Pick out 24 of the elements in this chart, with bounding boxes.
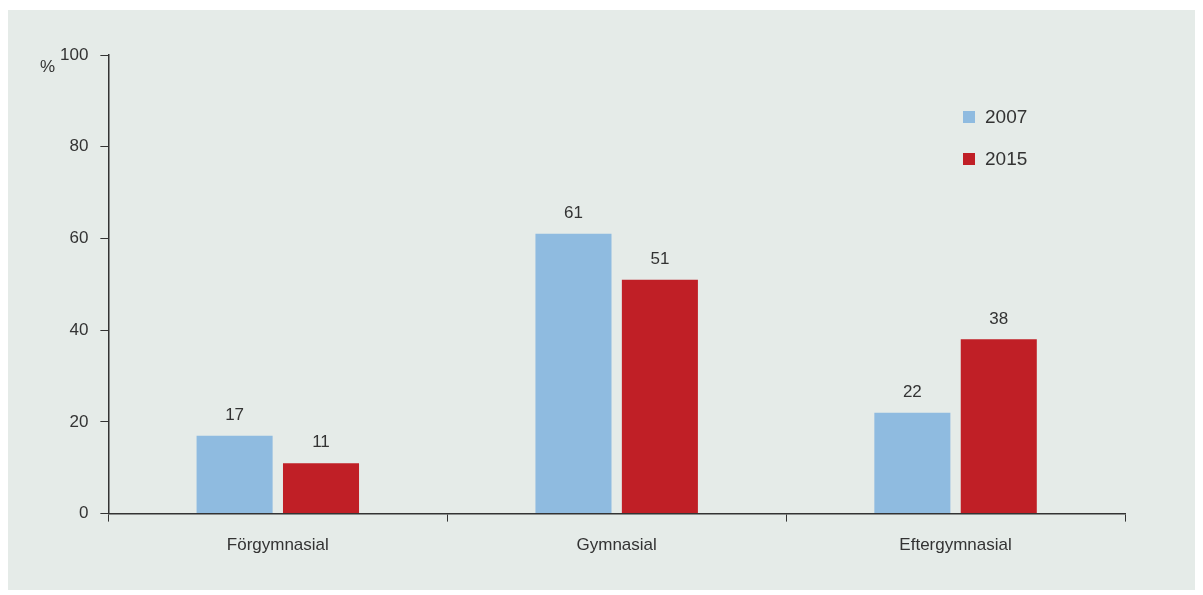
data-label: 22: [902, 381, 922, 401]
x-tick-label: Eftergymnasial: [899, 535, 1012, 555]
data-label: 38: [989, 308, 1009, 328]
bar: [196, 435, 273, 514]
bar: [874, 412, 951, 514]
bar: [621, 279, 698, 514]
data-label: 61: [564, 203, 583, 223]
data-label: 17: [225, 404, 245, 424]
y-tick-label: 20: [69, 411, 89, 431]
bar: [535, 233, 612, 514]
y-axis-title: %: [40, 57, 56, 77]
bar: [960, 339, 1037, 514]
x-tick-label: Förgymnasial: [226, 535, 329, 555]
legend-label: 2015: [985, 148, 1028, 170]
y-tick-label: 40: [69, 319, 89, 339]
y-tick-label: 80: [69, 136, 89, 156]
legend-label: 2007: [985, 106, 1028, 128]
y-tick-label: 100: [59, 44, 89, 64]
data-label: 11: [312, 432, 330, 452]
data-label: 51: [650, 248, 670, 268]
y-tick-label: 60: [69, 228, 89, 248]
bar: [282, 463, 360, 514]
y-tick-label: 0: [78, 503, 89, 523]
x-tick-label: Gymnasial: [576, 535, 657, 555]
